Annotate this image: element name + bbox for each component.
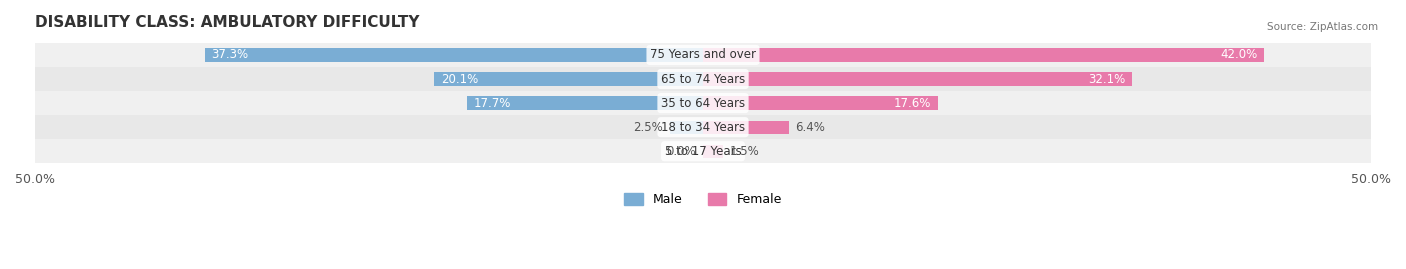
Bar [669,121,703,134]
Bar [703,48,1264,62]
Text: 42.0%: 42.0% [1220,48,1257,61]
Text: 35 to 64 Years: 35 to 64 Years [661,97,745,109]
Text: 6.4%: 6.4% [796,121,825,134]
Bar [703,97,938,110]
Text: DISABILITY CLASS: AMBULATORY DIFFICULTY: DISABILITY CLASS: AMBULATORY DIFFICULTY [35,15,419,30]
Text: 32.1%: 32.1% [1088,73,1125,86]
Bar [703,72,1132,86]
Bar [703,145,723,158]
Bar [35,139,1371,163]
Bar [205,48,703,62]
Bar [35,43,1371,67]
Bar [35,91,1371,115]
Bar [35,115,1371,139]
Text: 5 to 17 Years: 5 to 17 Years [665,145,741,158]
Text: 1.5%: 1.5% [730,145,759,158]
Text: Source: ZipAtlas.com: Source: ZipAtlas.com [1267,22,1378,31]
Text: 2.5%: 2.5% [633,121,662,134]
Bar [467,97,703,110]
Text: 17.7%: 17.7% [474,97,510,109]
Text: 37.3%: 37.3% [211,48,249,61]
Text: 17.6%: 17.6% [894,97,931,109]
Legend: Male, Female: Male, Female [619,188,787,211]
Text: 65 to 74 Years: 65 to 74 Years [661,73,745,86]
Bar [434,72,703,86]
Text: 0.0%: 0.0% [666,145,696,158]
Text: 20.1%: 20.1% [441,73,478,86]
Bar [703,121,789,134]
Text: 18 to 34 Years: 18 to 34 Years [661,121,745,134]
Text: 75 Years and over: 75 Years and over [650,48,756,61]
Bar [35,67,1371,91]
